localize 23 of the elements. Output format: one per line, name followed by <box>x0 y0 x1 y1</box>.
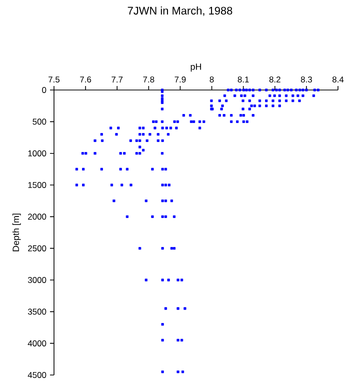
y-tick-label: 500 <box>32 118 46 125</box>
y-tick-label: 2000 <box>28 214 46 220</box>
x-tick-label: 8.1 <box>238 76 249 82</box>
x-tick-label: 8.3 <box>300 76 312 82</box>
chart-title: 7JWN in March, 1988 <box>128 6 232 16</box>
x-tick-label: 8.2 <box>269 76 280 82</box>
y-axis-title: Depth [m] <box>12 214 21 252</box>
y-tick-label: 3500 <box>28 308 46 315</box>
y-tick-label: 1000 <box>28 150 46 156</box>
x-tick-label: 7.7 <box>112 76 123 82</box>
x-tick-label: 8 <box>210 76 214 82</box>
x-axis-title: pH <box>190 64 201 72</box>
x-tick-label: 7.8 <box>143 76 154 82</box>
y-tick-label: 3000 <box>28 277 46 283</box>
x-tick-label: 7.5 <box>48 76 60 82</box>
x-tick-label: 8.4 <box>332 76 344 82</box>
y-tick-label: 1500 <box>28 182 46 188</box>
x-tick-label: 7.6 <box>80 76 92 82</box>
y-tick-label: 4500 <box>28 372 46 378</box>
y-tick-label: 2500 <box>28 245 46 252</box>
x-tick-label: 7.9 <box>174 76 186 82</box>
y-tick-label: 4000 <box>28 340 46 346</box>
y-tick-label: 0 <box>42 87 46 93</box>
